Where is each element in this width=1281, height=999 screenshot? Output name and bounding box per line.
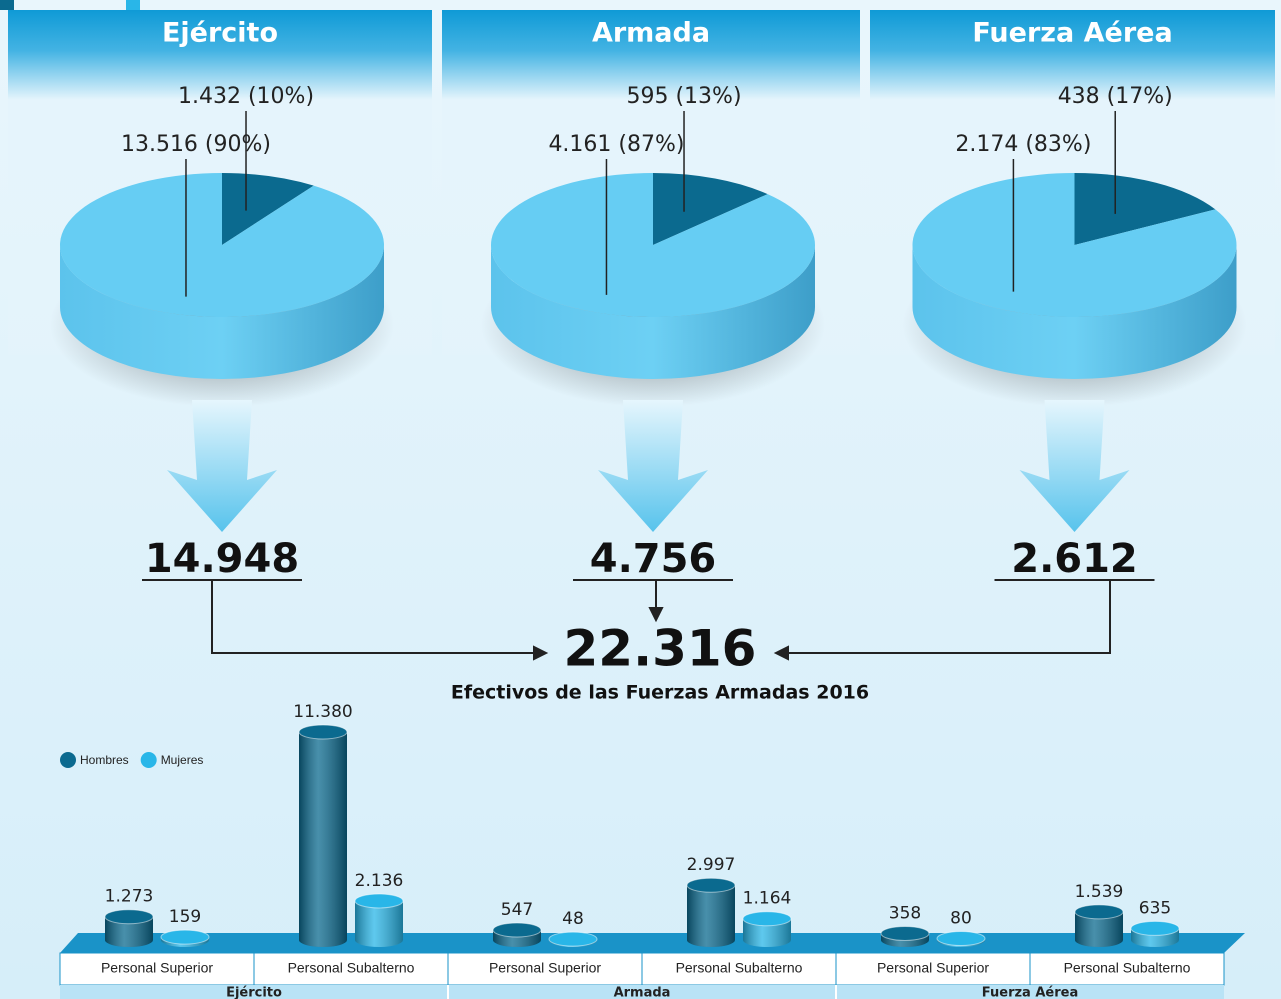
legend-label: Mujeres <box>161 753 204 767</box>
pie-title: Ejército <box>162 18 278 49</box>
pie-value-label: 1.432 (10%) <box>178 84 314 109</box>
x-tick-label: Personal Superior <box>489 960 601 976</box>
pie-value-label: 595 (13%) <box>626 84 741 109</box>
bar-top <box>355 894 403 908</box>
platform <box>60 933 1245 953</box>
bar <box>299 725 347 947</box>
bar <box>493 923 541 947</box>
bar-top <box>687 878 735 892</box>
bar-value-label: 1.273 <box>105 887 154 907</box>
bar-top <box>493 923 541 937</box>
bar-value-label: 159 <box>169 907 201 927</box>
pie-title: Fuerza Aérea <box>972 18 1172 49</box>
pie-value-label: 4.161 (87%) <box>548 132 684 157</box>
bar-top <box>105 910 153 924</box>
bar <box>161 930 209 947</box>
bar <box>687 878 735 947</box>
pie-total: 14.948 <box>145 536 299 582</box>
pie-title: Armada <box>592 18 710 49</box>
bar-top <box>1131 921 1179 935</box>
corner-mark <box>0 0 14 10</box>
bar <box>105 910 153 947</box>
caption: Efectivos de las Fuerzas Armadas 2016 <box>451 682 869 704</box>
bar <box>937 932 985 947</box>
group-label: Armada <box>614 986 671 999</box>
pie-total: 4.756 <box>590 536 717 582</box>
legend-swatch <box>141 752 157 768</box>
legend-label: Hombres <box>80 753 129 767</box>
bar-top <box>299 725 347 739</box>
bar-value-label: 635 <box>1139 898 1171 918</box>
pie-value-label: 2.174 (83%) <box>955 132 1091 157</box>
group-label: Ejército <box>226 986 282 999</box>
bar-value-label: 547 <box>501 900 533 920</box>
bar-value-label: 358 <box>889 903 921 923</box>
bar <box>881 926 929 947</box>
pie-value-label: 438 (17%) <box>1058 84 1173 109</box>
bar <box>549 932 597 947</box>
infographic: Ejército 1.432 (10%) 13.516 (90%) 14.948 Arm… <box>0 0 1281 999</box>
bar-value-label: 11.380 <box>293 702 352 722</box>
x-tick-label: Personal Superior <box>877 960 989 976</box>
bar-value-label: 80 <box>950 909 972 929</box>
bar <box>743 912 791 947</box>
bar-top <box>743 912 791 926</box>
corner-mark <box>126 0 140 10</box>
pie-value-label: 13.516 (90%) <box>121 132 271 157</box>
bar-top <box>1075 905 1123 919</box>
pie-total: 2.612 <box>1011 536 1138 582</box>
bar <box>1131 921 1179 947</box>
bar-top <box>881 926 929 940</box>
bar-value-label: 2.997 <box>687 855 736 875</box>
bar-value-label: 48 <box>562 909 584 929</box>
bar-top <box>937 932 985 946</box>
legend-swatch <box>60 752 76 768</box>
bar-top <box>549 932 597 946</box>
bar <box>355 894 403 947</box>
pie-section: Ejército 1.432 (10%) 13.516 (90%) 14.948 Arm… <box>8 10 1275 582</box>
bar-value-label: 2.136 <box>355 871 404 891</box>
grand-total: 22.316 <box>564 620 757 678</box>
x-tick-label: Personal Subalterno <box>1064 960 1191 976</box>
bar-top <box>161 930 209 944</box>
x-tick-label: Personal Subalterno <box>676 960 803 976</box>
x-tick-label: Personal Superior <box>101 960 213 976</box>
bar-value-label: 1.539 <box>1075 882 1124 902</box>
bar <box>1075 905 1123 947</box>
bar-shade <box>299 732 347 947</box>
x-tick-label: Personal Subalterno <box>288 960 415 976</box>
bar-shade <box>687 885 735 947</box>
group-label: Fuerza Aérea <box>982 986 1078 999</box>
bar-value-label: 1.164 <box>743 889 792 909</box>
